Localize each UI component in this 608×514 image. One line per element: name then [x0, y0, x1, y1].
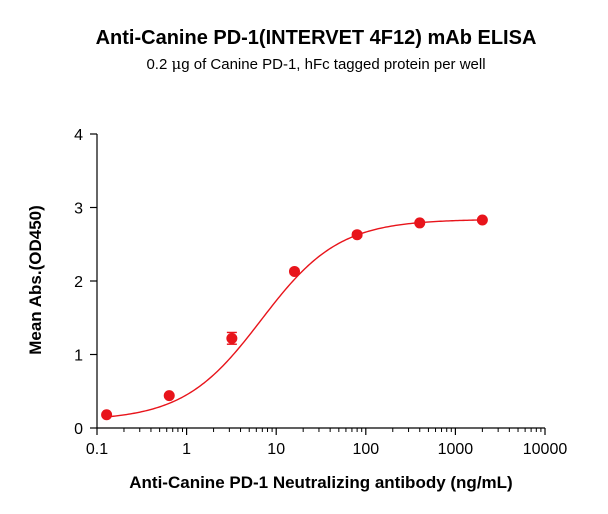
data-point	[351, 229, 363, 241]
data-point	[476, 214, 488, 226]
chart-subtitle: 0.2 μg of Canine PD-1, hFc tagged protei…	[146, 55, 485, 73]
x-tick-label: 1000	[438, 441, 474, 458]
subtitle-part-2: g of Canine PD-1, hFc tagged protein per…	[181, 56, 485, 73]
x-tick-label: 1	[182, 441, 191, 458]
y-axis-label: Mean Abs.(OD450)	[26, 205, 45, 355]
data-points-layer	[101, 214, 488, 421]
chart-title: Anti-Canine PD-1(INTERVET 4F12) mAb ELIS…	[96, 27, 537, 49]
fit-curve-layer	[105, 219, 485, 418]
x-tick-label: 0.1	[86, 441, 108, 458]
x-tick-label: 10000	[523, 441, 568, 458]
y-axis-ticks: 0 1 2 3 4	[74, 127, 97, 438]
subtitle-part-0: 0.2	[146, 56, 171, 73]
data-point	[163, 390, 175, 402]
subtitle-part-mu: μ	[171, 55, 181, 73]
data-point	[101, 409, 113, 421]
x-axis-ticks: 0.1 1 10 100 1000 10000	[86, 428, 567, 458]
fit-curve	[105, 219, 485, 418]
y-tick-label: 0	[74, 421, 83, 438]
y-tick-label: 1	[74, 348, 83, 365]
y-tick-label: 4	[74, 127, 83, 144]
x-tick-label: 100	[352, 441, 379, 458]
y-tick-label: 3	[74, 201, 83, 218]
x-axis-label: Anti-Canine PD-1 Neutralizing antibody (…	[129, 473, 512, 492]
x-tick-label: 10	[267, 441, 285, 458]
data-point	[288, 265, 300, 277]
y-tick-label: 2	[74, 274, 83, 291]
axes	[96, 134, 545, 429]
data-point	[226, 332, 238, 344]
data-point	[414, 217, 426, 229]
